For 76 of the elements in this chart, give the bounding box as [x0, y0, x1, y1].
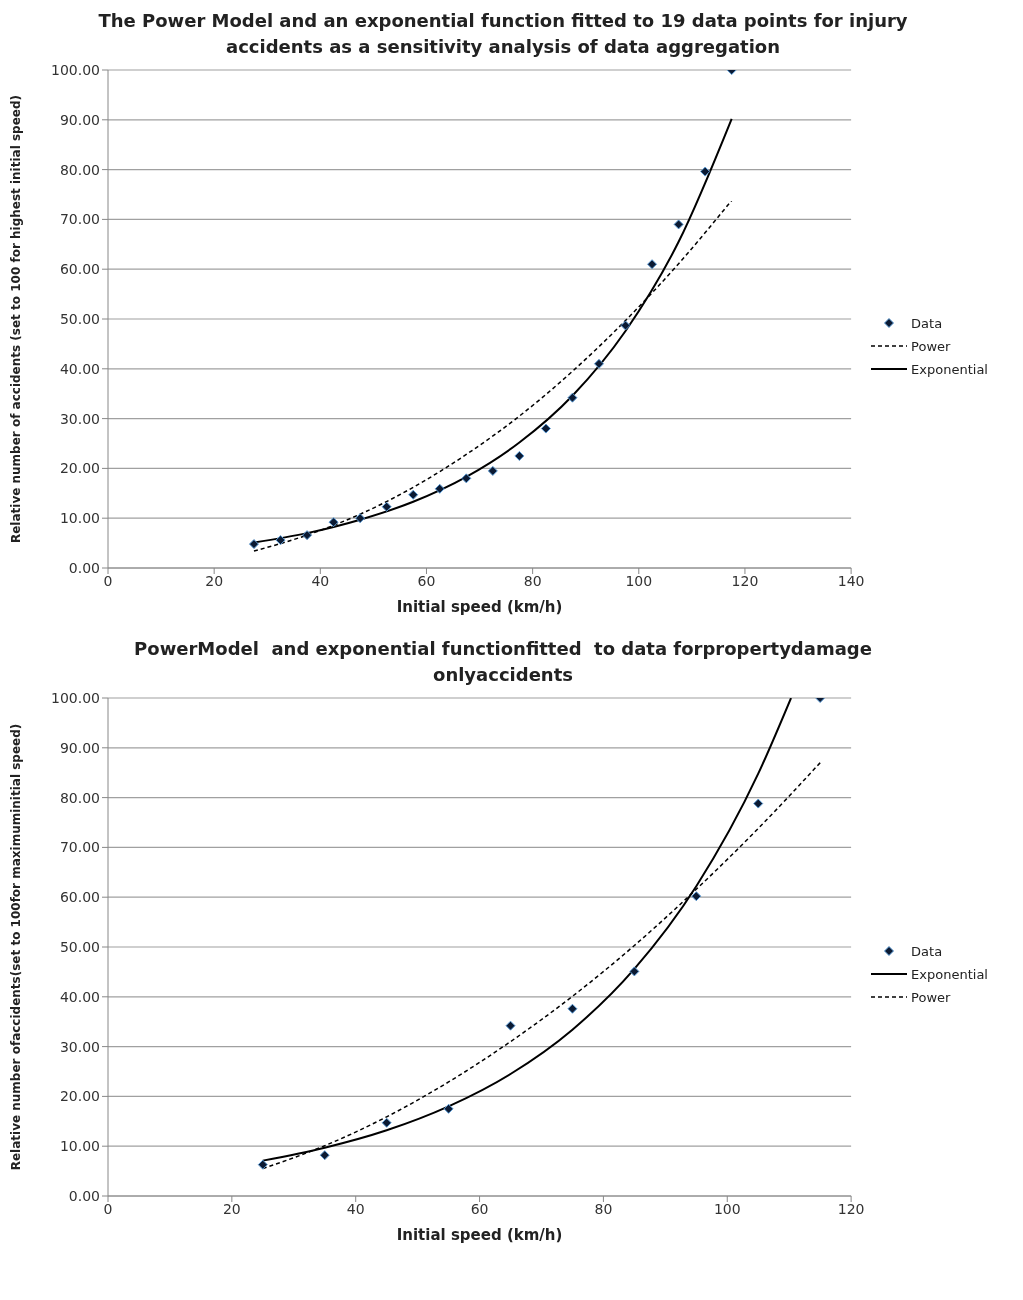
point — [302, 530, 313, 541]
point — [381, 501, 392, 512]
point — [443, 1103, 454, 1114]
y-axis-title: Relative number of accidents (set to 100 for highest initial speed) — [9, 94, 24, 544]
y-tick-label: 40.00 — [59, 988, 100, 1005]
point — [700, 166, 711, 177]
y-tick-label: 90.00 — [59, 739, 100, 756]
point — [328, 517, 339, 528]
point — [514, 450, 525, 461]
y-tick-label: 20.00 — [59, 460, 100, 477]
y-tick-label: 70.00 — [59, 211, 100, 228]
point — [248, 539, 259, 550]
legend-label: Data — [911, 943, 943, 959]
point — [620, 320, 631, 331]
y-tick-label: 100.00 — [51, 689, 100, 706]
point — [505, 1020, 516, 1031]
y-tick-label: 30.00 — [59, 1038, 100, 1055]
x-tick-label: 100 — [713, 1200, 741, 1217]
x-tick-label: 0 — [103, 572, 113, 589]
x-tick-label: 20 — [205, 572, 224, 589]
y-tick-label: 60.00 — [59, 261, 100, 278]
x-tick-label: 20 — [222, 1200, 241, 1217]
legend-label: Power — [911, 338, 951, 354]
x-tick-label: 120 — [731, 572, 759, 589]
point — [540, 423, 551, 434]
point — [487, 465, 498, 476]
y-tick-label: 50.00 — [59, 310, 100, 327]
x-tick-label: 0 — [103, 1200, 113, 1217]
x-tick-label: 80 — [523, 572, 542, 589]
legend-label: Power — [911, 989, 951, 1005]
x-tick-label: 120 — [837, 1200, 865, 1217]
point — [567, 392, 578, 403]
y-tick-label: 10.00 — [59, 1138, 100, 1155]
x-tick-label: 60 — [417, 572, 436, 589]
y-tick-label: 70.00 — [59, 839, 100, 856]
y-tick-label: 50.00 — [59, 938, 100, 955]
y-tick-label: 0.00 — [68, 1187, 100, 1204]
point — [593, 358, 604, 369]
y-axis-title: Relative number ofaccidents(set to 100for maximuminitial speed) — [9, 723, 24, 1171]
x-tick-label: 60 — [470, 1200, 489, 1217]
point — [319, 1150, 330, 1161]
y-tick-label: 100.00 — [51, 61, 100, 78]
y-tick-label: 90.00 — [59, 111, 100, 128]
y-tick-label: 80.00 — [59, 161, 100, 178]
point — [408, 489, 419, 500]
legend-label: Exponential — [911, 361, 988, 377]
y-tick-label: 60.00 — [59, 889, 100, 906]
x-tick-label: 40 — [346, 1200, 365, 1217]
point — [753, 798, 764, 809]
x-tick-label: 100 — [625, 572, 653, 589]
point — [567, 1003, 578, 1014]
x-tick-label: 80 — [594, 1200, 613, 1217]
point — [434, 483, 445, 494]
y-tick-label: 0.00 — [68, 559, 100, 576]
point — [629, 966, 640, 977]
point — [461, 473, 472, 484]
y-tick-label: 20.00 — [59, 1088, 100, 1105]
point — [673, 219, 684, 230]
x-axis-title: Initial speed (km/h) — [396, 598, 563, 616]
y-tick-label: 10.00 — [59, 510, 100, 527]
x-axis-title: Initial speed (km/h) — [396, 1226, 563, 1244]
point — [691, 891, 702, 902]
point — [257, 1159, 268, 1170]
y-tick-label: 40.00 — [59, 360, 100, 377]
chart-title: The Power Model and an exponential function fitted to 19 data points for injury accidents as a sensitivity analysis of data aggregation — [97, 9, 909, 59]
point — [647, 259, 658, 270]
x-tick-label: 140 — [837, 572, 865, 589]
point — [275, 535, 286, 546]
legend-label: Data — [911, 315, 943, 331]
legend-label: Exponential — [911, 966, 988, 982]
point — [355, 513, 366, 524]
point — [381, 1117, 392, 1128]
y-tick-label: 80.00 — [59, 789, 100, 806]
chart-title: PowerModel and exponential functionfitted to data forpropertydamage onlyaccidents — [133, 637, 873, 687]
x-tick-label: 40 — [311, 572, 330, 589]
y-tick-label: 30.00 — [59, 410, 100, 427]
